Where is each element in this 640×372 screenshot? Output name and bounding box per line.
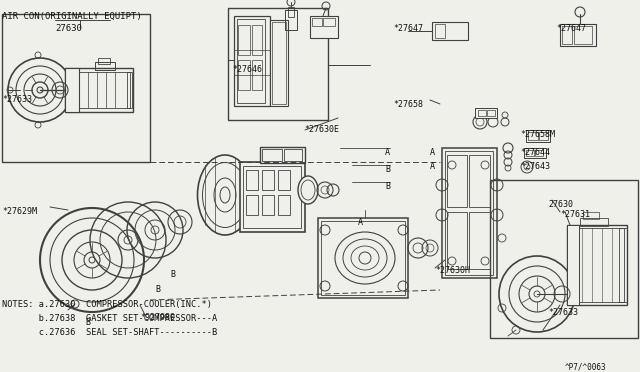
- Bar: [475, 108, 497, 118]
- Text: *27643: *27643: [520, 162, 550, 171]
- Bar: [288, 7, 294, 17]
- Bar: [68, 72, 130, 108]
- Text: *27646: *27646: [232, 65, 262, 74]
- Bar: [539, 132, 548, 140]
- Bar: [278, 195, 290, 215]
- Text: *27658M: *27658M: [520, 130, 555, 139]
- Text: *27633: *27633: [548, 308, 578, 317]
- Bar: [98, 58, 110, 64]
- Bar: [95, 62, 115, 70]
- Bar: [528, 132, 538, 140]
- Text: ^P7/^0063: ^P7/^0063: [565, 362, 607, 371]
- Bar: [469, 212, 490, 269]
- Bar: [65, 68, 79, 112]
- Bar: [238, 60, 250, 90]
- Bar: [285, 10, 297, 30]
- Text: B: B: [170, 270, 175, 279]
- Bar: [278, 170, 290, 190]
- Text: *27633: *27633: [2, 95, 32, 104]
- Text: B: B: [385, 182, 390, 191]
- Bar: [574, 26, 592, 44]
- Bar: [318, 218, 408, 298]
- Bar: [567, 225, 627, 305]
- Bar: [262, 195, 274, 215]
- Text: c.27636  SEAL SET-SHAFT----------B: c.27636 SEAL SET-SHAFT----------B: [2, 328, 217, 337]
- Text: *27630E: *27630E: [304, 125, 339, 134]
- Bar: [447, 212, 467, 269]
- Text: *27630H: *27630H: [435, 266, 470, 275]
- Bar: [524, 148, 546, 158]
- Bar: [127, 72, 132, 108]
- Text: 27630: 27630: [55, 24, 82, 33]
- Bar: [487, 110, 495, 116]
- Bar: [442, 148, 497, 278]
- Bar: [2, 14, 150, 162]
- Text: *27647: *27647: [393, 24, 423, 33]
- Bar: [321, 221, 405, 295]
- Bar: [310, 16, 338, 38]
- Bar: [246, 170, 258, 190]
- Bar: [238, 25, 250, 55]
- Text: AIR CON(ORIGINALLY EQUIPT): AIR CON(ORIGINALLY EQUIPT): [2, 12, 141, 21]
- Bar: [272, 22, 286, 104]
- Text: *27647: *27647: [556, 24, 586, 33]
- Bar: [580, 218, 608, 226]
- Bar: [234, 16, 270, 106]
- Bar: [243, 166, 301, 228]
- Bar: [270, 20, 288, 106]
- Ellipse shape: [198, 155, 253, 235]
- Bar: [570, 228, 624, 302]
- Text: b.27638  GASKET SET-COMPRESSOR---A: b.27638 GASKET SET-COMPRESSOR---A: [2, 314, 217, 323]
- Text: A: A: [385, 148, 390, 157]
- Bar: [560, 24, 596, 46]
- Text: NOTES: a.27630  COMPRESSOR-COOLER(INC.*): NOTES: a.27630 COMPRESSOR-COOLER(INC.*): [2, 300, 212, 309]
- Bar: [619, 228, 627, 302]
- Bar: [252, 60, 262, 90]
- Text: B: B: [385, 165, 390, 174]
- Bar: [535, 150, 543, 156]
- Text: *27629M: *27629M: [2, 207, 37, 216]
- Bar: [469, 155, 490, 207]
- Bar: [65, 68, 133, 112]
- Bar: [228, 8, 328, 120]
- Text: A: A: [430, 162, 435, 171]
- Bar: [490, 180, 638, 338]
- Bar: [260, 147, 305, 163]
- Text: *27644: *27644: [520, 148, 550, 157]
- Bar: [246, 195, 258, 215]
- Bar: [445, 151, 493, 275]
- Bar: [562, 26, 572, 44]
- Bar: [284, 149, 302, 161]
- Bar: [583, 212, 599, 219]
- Text: A: A: [358, 218, 363, 227]
- Bar: [262, 149, 282, 161]
- Text: A: A: [430, 148, 435, 157]
- Text: *927980: *927980: [140, 313, 175, 322]
- Bar: [478, 110, 486, 116]
- Bar: [526, 130, 550, 142]
- Bar: [237, 19, 265, 103]
- Text: *27658: *27658: [393, 100, 423, 109]
- Bar: [262, 170, 274, 190]
- Bar: [240, 162, 305, 232]
- Bar: [447, 155, 467, 207]
- Bar: [435, 24, 445, 38]
- Text: B: B: [85, 318, 90, 327]
- Bar: [567, 225, 579, 305]
- Bar: [323, 18, 335, 26]
- Ellipse shape: [298, 176, 318, 204]
- Text: B: B: [155, 285, 160, 294]
- Bar: [432, 22, 468, 40]
- Bar: [252, 25, 262, 55]
- Bar: [526, 150, 534, 156]
- Text: *27631: *27631: [560, 210, 590, 219]
- Bar: [312, 18, 322, 26]
- Text: 27630: 27630: [548, 200, 573, 209]
